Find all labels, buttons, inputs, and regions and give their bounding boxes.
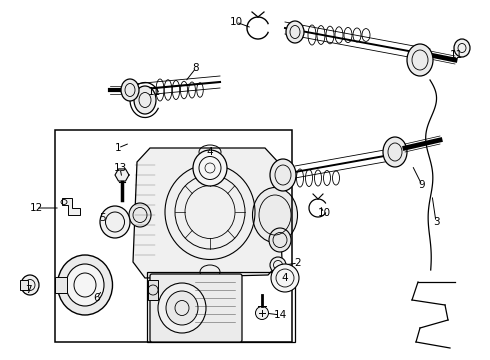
FancyBboxPatch shape: [150, 274, 242, 342]
Ellipse shape: [66, 264, 104, 306]
Text: 8: 8: [193, 63, 199, 73]
Text: 7: 7: [24, 285, 31, 295]
Polygon shape: [62, 198, 80, 215]
Ellipse shape: [158, 283, 206, 333]
Text: 10: 10: [229, 17, 243, 27]
Ellipse shape: [269, 228, 291, 252]
Bar: [55, 130, 292, 342]
Bar: [148, 280, 158, 300]
Ellipse shape: [21, 275, 39, 295]
Text: 5: 5: [98, 213, 105, 223]
Text: 4: 4: [282, 273, 288, 283]
Ellipse shape: [407, 44, 433, 76]
Ellipse shape: [166, 291, 198, 325]
Text: 9: 9: [418, 180, 425, 190]
Ellipse shape: [252, 188, 297, 243]
Text: 10: 10: [318, 208, 331, 218]
Ellipse shape: [193, 150, 227, 186]
Ellipse shape: [454, 39, 470, 57]
Bar: [147, 272, 295, 342]
Text: 13: 13: [113, 163, 126, 173]
Text: 11: 11: [449, 50, 463, 60]
Text: 11: 11: [147, 87, 161, 97]
Text: 14: 14: [273, 310, 287, 320]
Ellipse shape: [270, 159, 296, 191]
Bar: [55, 277, 67, 293]
Ellipse shape: [255, 306, 269, 320]
Text: 4: 4: [207, 147, 213, 157]
Text: 1: 1: [115, 143, 122, 153]
Ellipse shape: [100, 206, 130, 238]
Bar: [20, 280, 28, 290]
Text: 12: 12: [29, 203, 43, 213]
Text: 2: 2: [294, 258, 301, 268]
Ellipse shape: [383, 137, 407, 167]
Ellipse shape: [134, 86, 156, 114]
Ellipse shape: [121, 79, 139, 101]
Text: 6: 6: [94, 293, 100, 303]
Ellipse shape: [57, 255, 113, 315]
Ellipse shape: [270, 257, 286, 273]
Ellipse shape: [286, 21, 304, 43]
Text: 3: 3: [433, 217, 440, 227]
Ellipse shape: [129, 203, 151, 227]
Polygon shape: [115, 169, 129, 181]
Ellipse shape: [271, 264, 299, 292]
Polygon shape: [133, 148, 282, 278]
